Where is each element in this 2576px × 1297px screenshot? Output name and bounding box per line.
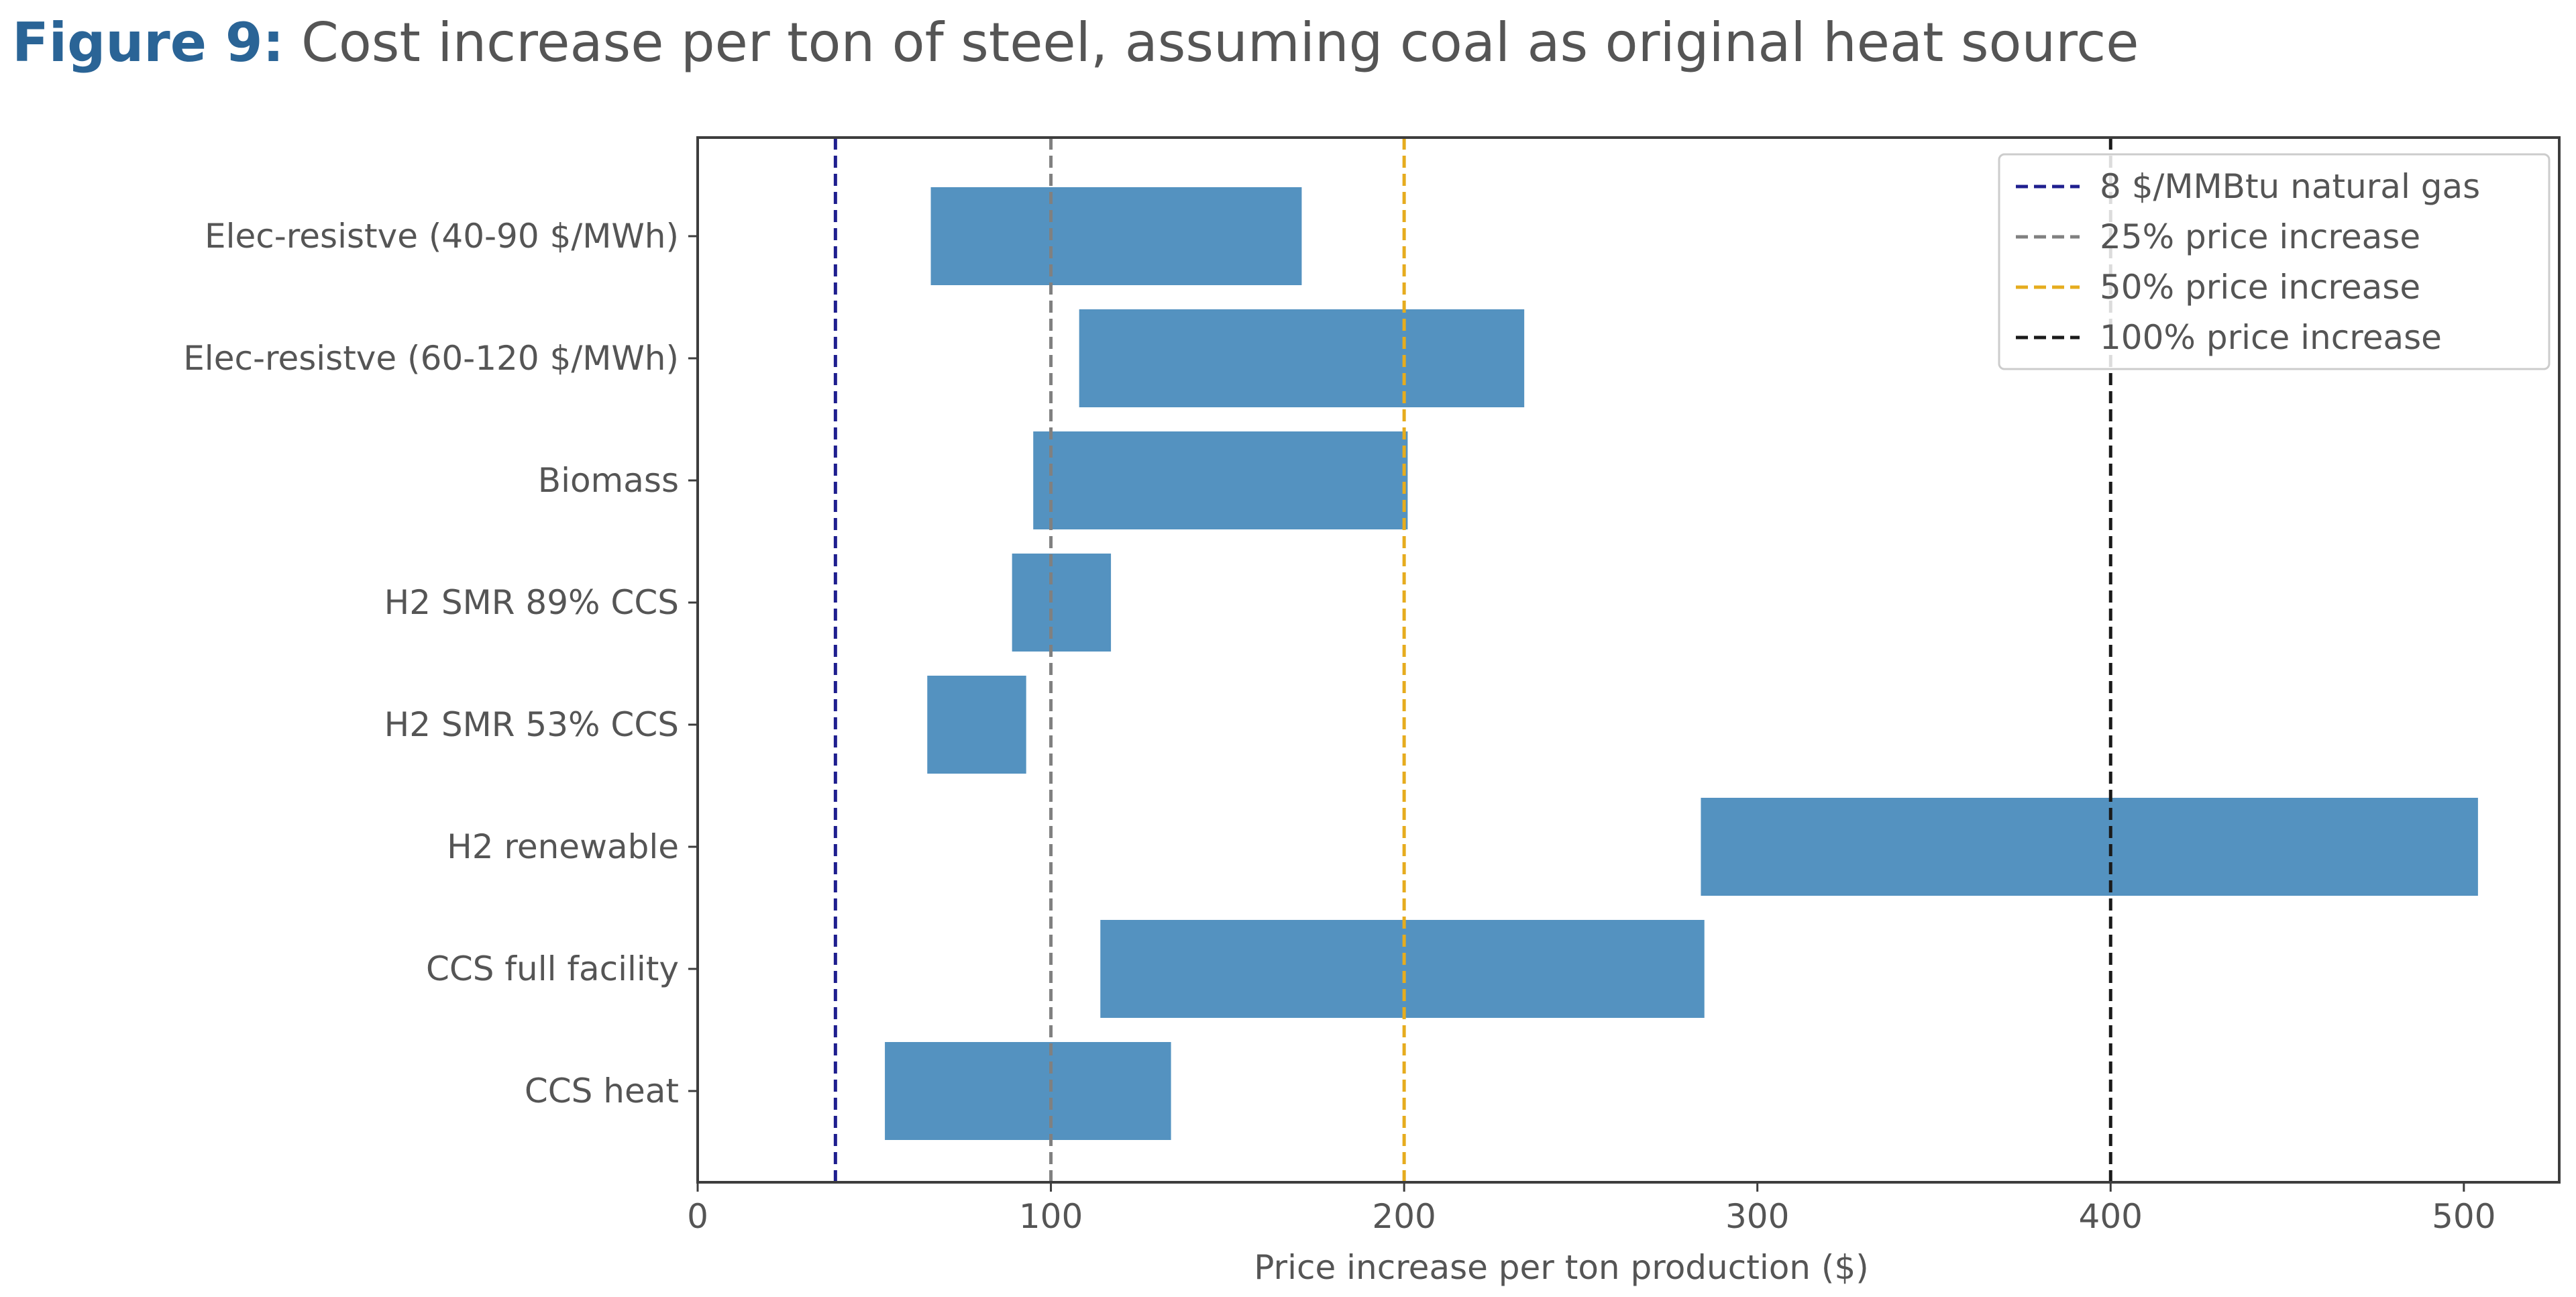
bar — [927, 676, 1026, 774]
bar — [1012, 554, 1112, 652]
x-tick-label: 500 — [2432, 1197, 2496, 1236]
reference-lines-layer — [833, 138, 2112, 1182]
legend-label: 100% price increase — [2100, 318, 2442, 357]
legend-box — [1998, 153, 2551, 370]
bar — [1100, 920, 1705, 1018]
y-tick-label: H2 renewable — [447, 827, 679, 866]
figure-number: Figure 9: — [12, 11, 284, 74]
x-tick-label: 100 — [1019, 1197, 1083, 1236]
x-tick-label: 300 — [1725, 1197, 1789, 1236]
y-tick-label: Elec-resistve (60-120 $/MWh) — [183, 339, 679, 378]
x-axis: 0 100 200 300 400 500 — [687, 1182, 2496, 1236]
x-axis-title: Price increase per ton production ($) — [1254, 1248, 1868, 1287]
x-tick-label: 0 — [687, 1197, 708, 1236]
bar — [930, 187, 1302, 285]
legend-label: 50% price increase — [2100, 268, 2420, 307]
bar — [885, 1042, 1171, 1140]
bar — [1701, 798, 2478, 896]
x-tick-label: 400 — [2079, 1197, 2143, 1236]
figure-caption: Cost increase per ton of steel, assuming… — [301, 11, 2139, 74]
x-tick-label: 200 — [1372, 1197, 1436, 1236]
y-tick-label: H2 SMR 53% CCS — [384, 705, 679, 744]
legend: 8 $/MMBtu natural gas 25% price increase 5… — [1998, 153, 2551, 370]
y-axis: Elec-resistve (40-90 $/MWh) Elec-resistve… — [183, 217, 698, 1110]
y-tick-label: H2 SMR 89% CCS — [384, 583, 679, 622]
y-tick-label: Biomass — [538, 461, 679, 500]
y-tick-label: CCS full facility — [426, 949, 679, 988]
bars-layer — [885, 187, 2478, 1140]
bar — [1079, 309, 1525, 407]
figure-title: Figure 9: Cost increase per ton of steel… — [12, 9, 2139, 76]
plot-frame — [696, 136, 2561, 1184]
legend-label: 25% price increase — [2100, 217, 2420, 256]
y-tick-label: Elec-resistve (40-90 $/MWh) — [205, 217, 679, 256]
bar — [1033, 431, 1408, 529]
legend-label: 8 $/MMBtu natural gas — [2100, 167, 2480, 206]
y-tick-label: CCS heat — [525, 1072, 679, 1110]
